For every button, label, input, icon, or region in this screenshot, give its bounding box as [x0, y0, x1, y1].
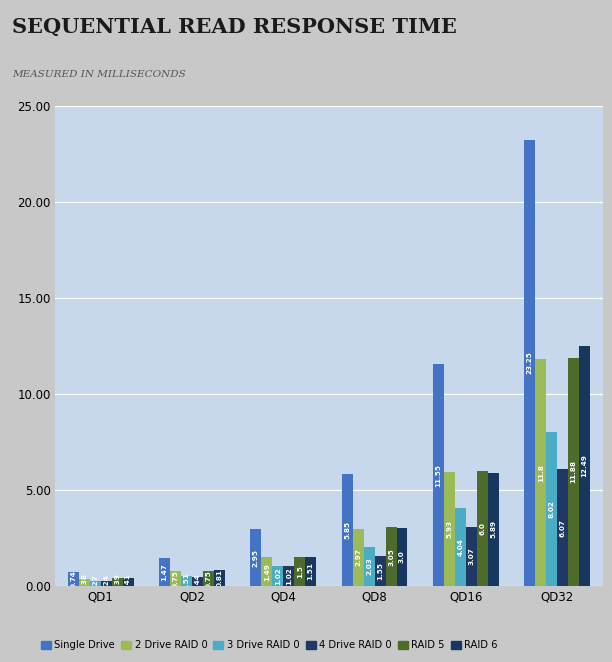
Bar — [386, 528, 397, 586]
Bar — [433, 364, 444, 586]
Text: 0.39: 0.39 — [114, 573, 120, 591]
Text: 6.0: 6.0 — [479, 522, 485, 535]
Bar — [159, 557, 170, 586]
Bar — [455, 508, 466, 586]
Bar — [579, 346, 590, 586]
Text: 0.74: 0.74 — [70, 570, 76, 588]
Text: 11.55: 11.55 — [436, 463, 441, 487]
Text: 0.75: 0.75 — [173, 570, 179, 588]
Text: 1.02: 1.02 — [286, 567, 292, 585]
Text: 2.03: 2.03 — [366, 557, 372, 575]
Text: MEASURED IN MILLISECONDS: MEASURED IN MILLISECONDS — [12, 70, 186, 79]
Text: 0.81: 0.81 — [217, 569, 222, 587]
Text: 1.49: 1.49 — [264, 563, 270, 581]
Text: 5.85: 5.85 — [344, 520, 350, 539]
Bar — [272, 566, 283, 586]
Bar — [536, 359, 547, 586]
Text: 0.38: 0.38 — [81, 573, 88, 591]
Bar — [294, 557, 305, 586]
Bar — [283, 566, 294, 586]
Text: 1.55: 1.55 — [377, 562, 383, 580]
Bar — [524, 140, 536, 586]
Bar — [444, 472, 455, 586]
Text: 1.47: 1.47 — [162, 563, 168, 581]
Text: 3.07: 3.07 — [468, 547, 474, 565]
Text: 1.5: 1.5 — [297, 565, 303, 578]
Bar — [261, 557, 272, 586]
Bar — [477, 471, 488, 586]
Bar — [122, 578, 133, 586]
Bar — [111, 579, 122, 586]
Text: 0.24: 0.24 — [103, 575, 109, 592]
Text: 0.51: 0.51 — [184, 572, 190, 590]
Text: 4.04: 4.04 — [457, 538, 463, 556]
Bar — [90, 581, 101, 586]
Bar — [250, 529, 261, 586]
Bar — [203, 571, 214, 586]
Text: SEQUENTIAL READ RESPONSE TIME: SEQUENTIAL READ RESPONSE TIME — [12, 17, 457, 37]
Bar — [397, 528, 408, 586]
Bar — [466, 527, 477, 586]
Bar — [547, 432, 557, 586]
Bar — [353, 529, 364, 586]
Bar — [170, 571, 181, 586]
Text: 23.25: 23.25 — [527, 352, 533, 374]
Bar — [341, 473, 353, 586]
Text: 11.8: 11.8 — [538, 463, 543, 481]
Text: 0.75: 0.75 — [206, 570, 212, 588]
Bar — [79, 579, 90, 586]
Text: 5.89: 5.89 — [490, 520, 496, 538]
Bar — [214, 571, 225, 586]
Bar — [364, 547, 375, 586]
Bar — [68, 572, 79, 586]
Text: 0.44: 0.44 — [195, 573, 201, 591]
Bar — [557, 469, 568, 586]
Bar — [568, 357, 579, 586]
Text: 3.05: 3.05 — [388, 547, 394, 565]
Text: 5.93: 5.93 — [446, 520, 452, 538]
Text: 6.07: 6.07 — [559, 518, 565, 536]
Bar — [181, 576, 192, 586]
Text: 3.0: 3.0 — [399, 551, 405, 563]
Text: 0.27: 0.27 — [92, 575, 99, 592]
Text: 1.51: 1.51 — [308, 563, 314, 581]
Text: 0.41: 0.41 — [125, 573, 131, 591]
Text: 1.02: 1.02 — [275, 567, 281, 585]
Bar — [192, 577, 203, 586]
Text: 11.88: 11.88 — [570, 460, 577, 483]
Text: 2.97: 2.97 — [355, 548, 361, 566]
Bar — [101, 581, 111, 586]
Bar — [488, 473, 499, 586]
Text: 12.49: 12.49 — [581, 455, 588, 477]
Text: 8.02: 8.02 — [549, 500, 554, 518]
Bar — [375, 556, 386, 586]
Text: 2.95: 2.95 — [253, 549, 259, 567]
Bar — [305, 557, 316, 586]
Legend: Single Drive, 2 Drive RAID 0, 3 Drive RAID 0, 4 Drive RAID 0, RAID 5, RAID 6: Single Drive, 2 Drive RAID 0, 3 Drive RA… — [41, 640, 498, 650]
